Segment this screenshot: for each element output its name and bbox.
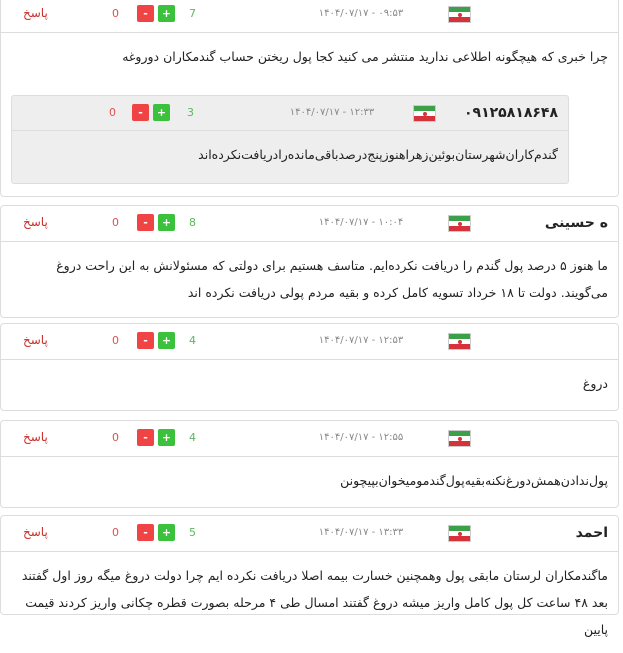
- iran-flag-icon: [448, 215, 471, 232]
- like-count: 5: [189, 526, 196, 539]
- dislike-button[interactable]: -: [137, 5, 154, 22]
- author-name: ۰۹۱۲۵۸۱۸۶۴۸: [464, 105, 558, 121]
- like-button[interactable]: +: [153, 104, 170, 121]
- reply-link[interactable]: پاسخ: [23, 525, 48, 539]
- comment-header: ۱۴۰۴/۰۷/۱۷ - ۰۹:۵۳ 7 + - 0 پاسخ: [1, 0, 618, 33]
- iran-flag-icon: [448, 6, 471, 23]
- comment-date: ۱۴۰۴/۰۷/۱۷ - ۱۰:۰۴: [318, 217, 404, 228]
- like-count: 8: [189, 216, 196, 229]
- comment-header: ۱۴۰۴/۰۷/۱۷ - ۱۲:۵۳ 4 + - 0 پاسخ: [1, 324, 618, 360]
- reply-link[interactable]: پاسخ: [23, 430, 48, 444]
- like-count: 3: [187, 106, 194, 119]
- comment-card: ه حسینی ۱۴۰۴/۰۷/۱۷ - ۱۰:۰۴ 8 + - 0 پاسخ …: [0, 205, 619, 318]
- reply-comment: ۰۹۱۲۵۸۱۸۶۴۸ ۱۴۰۴/۰۷/۱۷ - ۱۲:۳۳ 3 + - 0 گ…: [11, 95, 569, 184]
- like-count: 7: [189, 7, 196, 20]
- comment-text: دروغ: [582, 376, 608, 391]
- like-button[interactable]: +: [158, 332, 175, 349]
- comment-card: ۱۴۰۴/۰۷/۱۷ - ۰۹:۵۳ 7 + - 0 پاسخ چرا خبری…: [0, 0, 619, 197]
- dislike-button[interactable]: -: [137, 214, 154, 231]
- comment-text: گندم‌کاران‌شهرستان‌بوئین‌زهراهنوزپنج‌درص…: [198, 147, 558, 162]
- dislike-count: 0: [109, 106, 116, 119]
- dislike-button[interactable]: -: [137, 332, 154, 349]
- iran-flag-icon: [448, 525, 471, 542]
- comment-header: ۰۹۱۲۵۸۱۸۶۴۸ ۱۴۰۴/۰۷/۱۷ - ۱۲:۳۳ 3 + - 0: [12, 96, 568, 131]
- comment-card: احمد ۱۴۰۴/۰۷/۱۷ - ۱۳:۳۳ 5 + - 0 پاسخ ماگ…: [0, 515, 619, 637]
- like-button[interactable]: +: [158, 524, 175, 541]
- dislike-count: 0: [112, 7, 119, 20]
- comment-text: چرا خبری که هیچگونه اطلاعی ندارید منتشر …: [122, 49, 608, 64]
- comment-card: ۱۴۰۴/۰۷/۱۷ - ۱۲:۵۳ 4 + - 0 پاسخ دروغ: [0, 323, 619, 411]
- reply-link[interactable]: پاسخ: [23, 333, 48, 347]
- iran-flag-icon: [448, 333, 471, 350]
- author-name: احمد: [575, 525, 608, 541]
- iran-flag-icon: [413, 105, 436, 122]
- like-button[interactable]: +: [158, 214, 175, 231]
- dislike-count: 0: [112, 216, 119, 229]
- reply-link[interactable]: پاسخ: [23, 215, 48, 229]
- comment-date: ۱۴۰۴/۰۷/۱۷ - ۰۹:۵۳: [318, 8, 404, 19]
- comment-header: ه حسینی ۱۴۰۴/۰۷/۱۷ - ۱۰:۰۴ 8 + - 0 پاسخ: [1, 206, 618, 242]
- dislike-button[interactable]: -: [132, 104, 149, 121]
- comment-date: ۱۴۰۴/۰۷/۱۷ - ۱۳:۳۳: [318, 527, 404, 538]
- dislike-button[interactable]: -: [137, 429, 154, 446]
- like-count: 4: [189, 431, 196, 444]
- comment-date: ۱۴۰۴/۰۷/۱۷ - ۱۲:۵۳: [318, 335, 404, 346]
- dislike-count: 0: [112, 526, 119, 539]
- comment-date: ۱۴۰۴/۰۷/۱۷ - ۱۲:۵۵: [318, 432, 404, 443]
- dislike-count: 0: [112, 431, 119, 444]
- comment-header: ۱۴۰۴/۰۷/۱۷ - ۱۲:۵۵ 4 + - 0 پاسخ: [1, 421, 618, 457]
- comment-card: ۱۴۰۴/۰۷/۱۷ - ۱۲:۵۵ 4 + - 0 پاسخ پول‌نداد…: [0, 420, 619, 508]
- author-name: ه حسینی: [544, 215, 608, 231]
- like-count: 4: [189, 334, 196, 347]
- comment-text: ما هنوز ۵ درصد پول گندم را دریافت نکرده‌…: [56, 258, 608, 300]
- dislike-count: 0: [112, 334, 119, 347]
- like-button[interactable]: +: [158, 429, 175, 446]
- comment-text: ماگندمکاران لرستان مابقی پول وهمچنین خسا…: [21, 568, 608, 637]
- dislike-button[interactable]: -: [137, 524, 154, 541]
- iran-flag-icon: [448, 430, 471, 447]
- comment-text: پول‌ندادن‌همش‌دورغ‌نکنه‌بقیه‌پول‌گندمومی…: [340, 473, 608, 488]
- like-button[interactable]: +: [158, 5, 175, 22]
- comment-header: احمد ۱۴۰۴/۰۷/۱۷ - ۱۳:۳۳ 5 + - 0 پاسخ: [1, 516, 618, 552]
- comment-date: ۱۴۰۴/۰۷/۱۷ - ۱۲:۳۳: [289, 107, 375, 118]
- reply-link[interactable]: پاسخ: [23, 6, 48, 20]
